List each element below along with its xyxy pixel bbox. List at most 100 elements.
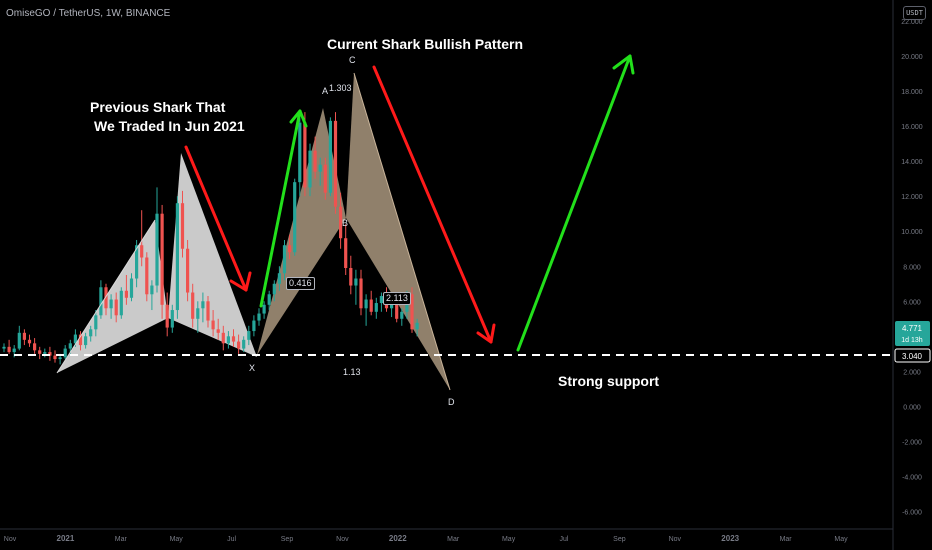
current-shark-outline-cd (353, 72, 451, 391)
candle-body (288, 245, 292, 253)
candle-body (73, 334, 77, 344)
ratio-bc-label: 2.113 (383, 292, 411, 305)
candle-body (68, 343, 72, 349)
candle-body (354, 278, 358, 286)
candle-body (145, 257, 149, 295)
candle-body (272, 283, 276, 295)
pattern-point-x: X (249, 363, 256, 373)
ratio-ac-label: 1.303 (329, 83, 352, 93)
symbol-title[interactable]: OmiseGO / TetherUS, 1W, BINANCE (6, 8, 171, 19)
candle-body (313, 150, 317, 172)
candle-body (333, 120, 338, 207)
candle-body (129, 278, 134, 298)
time-tick-label: Jul (227, 536, 236, 543)
time-tick-label: Nov (336, 536, 349, 543)
candle-body (43, 352, 47, 354)
candle-body (175, 203, 179, 311)
candle-body (140, 245, 144, 258)
candle-body (48, 352, 52, 356)
candle-body (231, 336, 236, 342)
candle-body (124, 290, 128, 298)
candle-body (226, 336, 230, 344)
time-tick-label: May (170, 536, 184, 543)
candle-body (400, 311, 404, 319)
candle-body (201, 301, 205, 309)
candle-body (303, 122, 307, 188)
time-tick-label: Nov (4, 536, 17, 543)
candle-body (216, 329, 220, 333)
support-price-marker (894, 348, 931, 363)
price-axis[interactable]: 22.000 20.000 18.000 16.000 14.000 12.000 10.0… (901, 19, 923, 516)
candle-body (186, 248, 190, 293)
time-tick-label: 2021 (57, 534, 75, 543)
candle-body (247, 331, 251, 340)
candle-body (22, 332, 26, 340)
bullish-arrow-pattern (259, 109, 308, 308)
candle-body (242, 339, 246, 349)
candle-body (308, 150, 312, 188)
candle-body (395, 304, 399, 319)
pattern-point-c: C (349, 55, 356, 65)
candle-body (114, 299, 118, 316)
candle-body (160, 213, 164, 305)
current-pattern-annotation: Current Shark Bullish Pattern (327, 36, 524, 52)
bearish-arrow-current (372, 65, 496, 344)
candle-body (99, 287, 103, 316)
previous-pattern-annotation-line2: We Traded In Jun 2021 (94, 118, 245, 134)
candle-body (196, 308, 200, 319)
candle-body (221, 332, 225, 344)
bullish-arrow-projection (516, 54, 635, 352)
time-axis[interactable]: Nov 2021 Mar May Jul Sep Nov 2022 Mar May Jul Sep No… (4, 534, 848, 543)
support-annotation: Strong support (558, 373, 660, 389)
candle-body (344, 238, 348, 269)
price-tick-label: 20.000 (901, 54, 923, 61)
previous-pattern-annotation-line1: Previous Shark That (90, 99, 226, 115)
candle-body (318, 164, 322, 172)
ratio-xd-label: 1.13 (343, 367, 361, 377)
candle-body (374, 303, 378, 312)
time-tick-label: Jul (560, 536, 569, 543)
ratio-xa-label: 0.416 (286, 277, 315, 290)
candle-body (257, 313, 261, 321)
candle-body (63, 348, 67, 358)
candle-body (282, 245, 287, 274)
pattern-point-b: B (342, 218, 349, 228)
currency-badge[interactable]: USDT (903, 6, 926, 20)
candle-body (379, 296, 383, 304)
time-tick-label: Mar (115, 536, 128, 543)
time-tick-label: Mar (780, 536, 793, 543)
candle-body (104, 287, 108, 309)
candle-body (237, 341, 241, 349)
price-tick-label: -6.000 (902, 509, 922, 516)
candle-countdown: 1d 13h (901, 337, 923, 344)
pattern-point-d: D (448, 397, 455, 407)
candle-body (135, 245, 139, 279)
price-tick-label: 10.000 (901, 229, 923, 236)
time-tick-label: 2022 (389, 534, 407, 543)
last-price-value: 4.771 (902, 324, 923, 333)
candle-body (390, 304, 394, 309)
candle-body (349, 268, 353, 286)
time-tick-label: May (502, 536, 516, 543)
price-tick-label: 18.000 (901, 89, 923, 96)
current-shark-right-wing (346, 73, 450, 390)
price-tick-label: 6.000 (903, 299, 921, 306)
candle-body (58, 357, 62, 360)
candle-body (33, 343, 37, 351)
time-tick-label: 2023 (721, 534, 739, 543)
candle-body (262, 304, 266, 314)
candle-body (298, 122, 302, 183)
price-tick-label: -4.000 (902, 474, 922, 481)
candle-body (339, 206, 343, 239)
candle-body (150, 285, 154, 295)
candle-body (293, 182, 297, 253)
candle-body (191, 292, 195, 319)
candle-body (17, 332, 21, 349)
price-tick-label: 8.000 (903, 264, 921, 271)
candle-body (323, 164, 327, 193)
time-tick-label: Nov (669, 536, 682, 543)
candle-body (180, 203, 185, 249)
price-tick-label: 0.000 (903, 404, 921, 411)
previous-shark-left-wing (57, 220, 168, 373)
